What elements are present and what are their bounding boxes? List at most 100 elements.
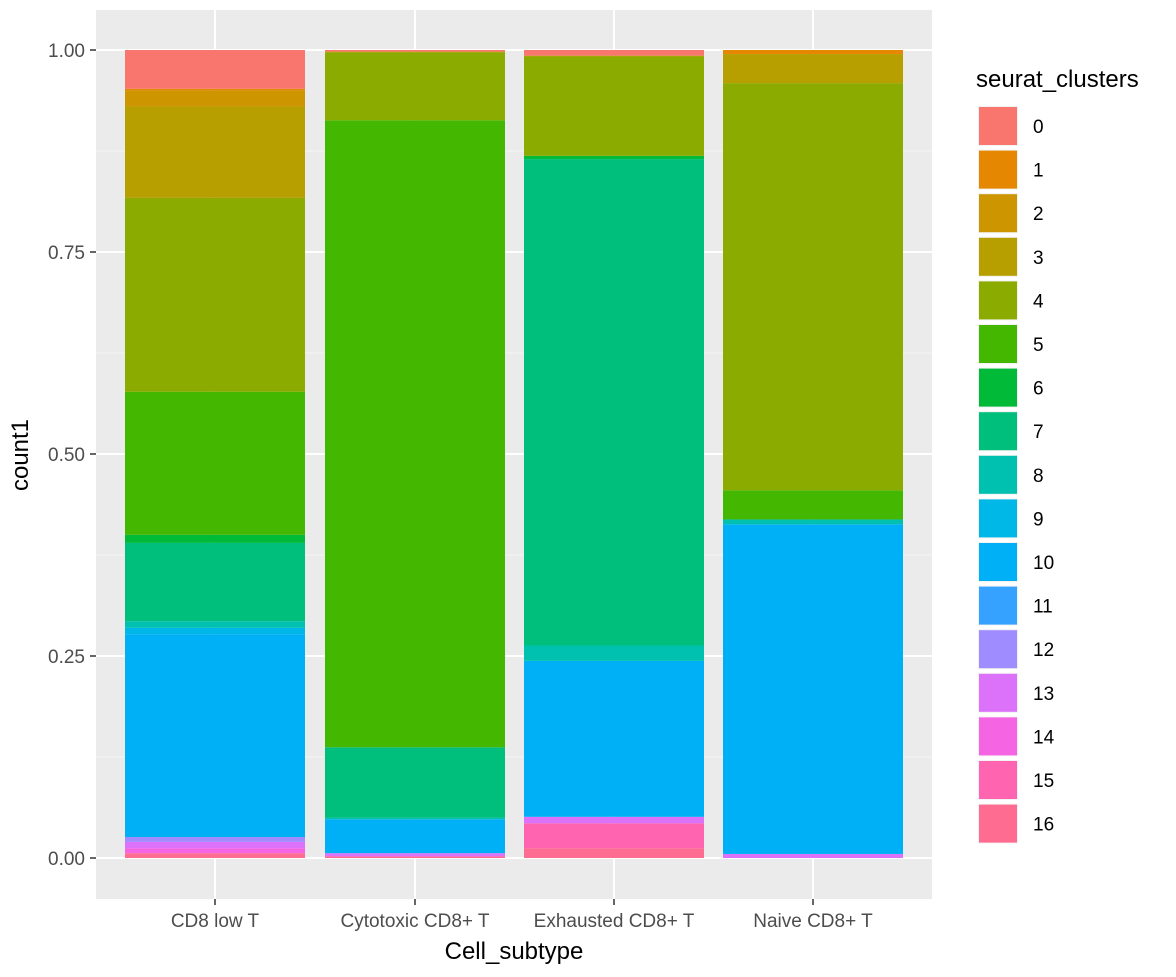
y-axis: 0.00 0.25 0.50 0.75 1.00 <box>48 41 96 870</box>
legend-item: 0 <box>978 106 1044 146</box>
legend-label: 2 <box>1033 204 1044 225</box>
legend-swatch <box>979 107 1017 145</box>
x-tick-label: Exhausted CD8+ T <box>534 911 695 932</box>
bar-segment <box>524 159 704 646</box>
legend-label: 5 <box>1033 335 1044 356</box>
bar-segment <box>325 856 505 858</box>
legend-title: seurat_clusters <box>976 66 1139 93</box>
legend-swatch <box>979 761 1017 799</box>
bars <box>125 50 903 858</box>
legend-label: 1 <box>1033 161 1044 182</box>
bar-segment <box>723 490 903 520</box>
bar-segment <box>125 106 305 198</box>
bar-segment <box>125 50 305 89</box>
bar-segment <box>524 55 704 57</box>
bar-segment <box>723 83 903 491</box>
bar-segment <box>125 634 305 837</box>
legend-swatch <box>979 499 1017 538</box>
legend-item: 8 <box>978 454 1044 495</box>
legend-label: 12 <box>1033 640 1054 661</box>
bar-segment <box>125 88 305 91</box>
y-tick-label: 0.50 <box>48 445 85 466</box>
bar-stack <box>723 50 903 858</box>
x-axis: CD8 low T Cytotoxic CD8+ T Exhausted CD8+ … <box>171 899 873 932</box>
y-tick-label: 0.75 <box>48 243 85 264</box>
legend-swatch <box>979 586 1017 625</box>
legend-swatch <box>979 673 1017 712</box>
bar-segment <box>125 848 305 854</box>
bar-segment <box>125 534 305 543</box>
bar-segment <box>524 848 704 858</box>
legend-item: 12 <box>978 629 1054 670</box>
legend-swatch <box>979 717 1017 756</box>
legend-label: 4 <box>1033 291 1044 312</box>
legend-item: 4 <box>978 280 1044 321</box>
bar-segment <box>325 819 505 854</box>
legend-label: 16 <box>1033 815 1054 836</box>
legend-label: 7 <box>1033 422 1044 443</box>
legend-label: 8 <box>1033 466 1044 487</box>
legend-item: 3 <box>978 236 1044 277</box>
legend-swatch <box>979 543 1017 581</box>
legend-swatch <box>979 412 1017 451</box>
x-axis-title: Cell_subtype <box>445 938 584 965</box>
legend-swatch <box>979 281 1017 320</box>
legend-label: 6 <box>1033 379 1044 400</box>
legend-swatch <box>979 368 1017 407</box>
legend-item: 6 <box>978 367 1044 408</box>
bar-segment <box>125 542 305 622</box>
bar-segment <box>325 817 505 820</box>
bar-segment <box>325 120 505 748</box>
legend-item: 5 <box>978 324 1044 364</box>
y-axis-title: count1 <box>7 419 34 491</box>
legend-label: 13 <box>1033 684 1054 705</box>
bar-segment <box>524 56 704 156</box>
legend-item: 16 <box>978 803 1054 844</box>
bar-segment <box>125 391 305 535</box>
legend-swatch <box>979 630 1017 669</box>
legend-item: 14 <box>978 716 1055 757</box>
legend-item: 10 <box>978 542 1054 582</box>
legend-item: 1 <box>978 149 1044 190</box>
x-tick-label: Cytotoxic CD8+ T <box>340 911 489 932</box>
legend-swatch <box>979 237 1017 276</box>
y-tick-label: 0.25 <box>48 647 85 668</box>
bar-segment <box>524 50 704 56</box>
legend-item: 13 <box>978 672 1054 713</box>
bar-segment <box>325 853 505 857</box>
legend-label: 9 <box>1033 509 1044 530</box>
bar-segment <box>524 155 704 160</box>
bar-stack <box>524 50 704 858</box>
bar-stack <box>325 50 505 858</box>
legend-label: 11 <box>1033 597 1053 618</box>
legend-item: 11 <box>978 585 1053 626</box>
bar-segment <box>723 524 903 854</box>
bar-segment <box>524 645 704 661</box>
bar-segment <box>125 853 305 858</box>
bar-segment <box>723 50 903 55</box>
bar-segment <box>125 836 305 842</box>
bar-segment <box>325 52 505 121</box>
x-tick-label: Naive CD8+ T <box>753 911 873 932</box>
legend-swatch <box>979 325 1017 363</box>
legend-swatch <box>979 455 1017 494</box>
legend-label: 15 <box>1033 771 1054 792</box>
bar-segment <box>723 519 903 525</box>
x-tick-label: CD8 low T <box>171 911 260 932</box>
legend-item: 9 <box>978 498 1044 539</box>
legend-item: 2 <box>978 193 1044 234</box>
legend-swatch <box>979 804 1017 843</box>
bar-segment <box>524 823 704 849</box>
bar-segment <box>723 853 903 858</box>
legend-item: 15 <box>978 760 1054 800</box>
y-tick-label: 0.00 <box>48 849 85 870</box>
bar-segment <box>325 747 505 818</box>
bar-segment <box>125 90 305 107</box>
legend-swatch <box>979 194 1017 233</box>
bar-segment <box>125 197 305 392</box>
bar-segment <box>125 627 305 635</box>
